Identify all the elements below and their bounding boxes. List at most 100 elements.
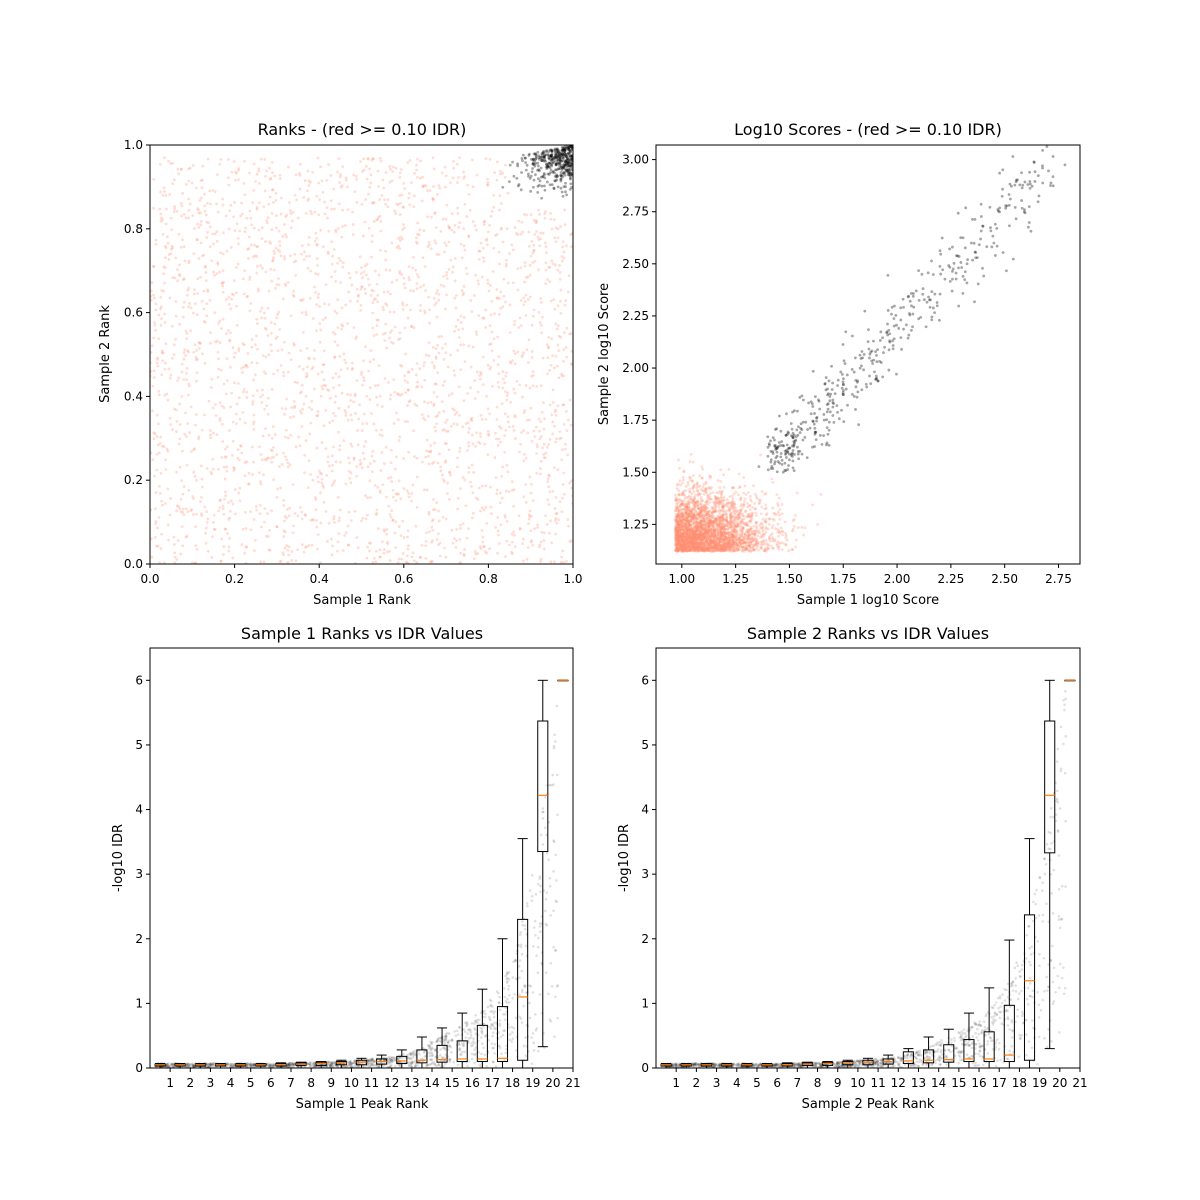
scatter-point <box>559 299 562 303</box>
scatter-point <box>508 303 512 307</box>
scatter-point <box>431 508 435 512</box>
scatter-point <box>188 202 192 206</box>
scatter-point <box>321 318 325 322</box>
scatter-point <box>166 449 170 453</box>
scatter-point <box>269 242 273 245</box>
scatter-point <box>697 534 701 538</box>
scatter-point <box>414 524 418 528</box>
scatter-point <box>337 430 340 434</box>
scatter-point <box>344 303 348 307</box>
scatter-point <box>223 455 227 459</box>
scatter-point <box>717 547 721 551</box>
scatter-point <box>506 191 510 195</box>
scatter-point <box>195 371 199 375</box>
scatter-point <box>280 407 284 410</box>
scatter-point <box>505 227 509 231</box>
scatter-point <box>476 279 480 283</box>
scatter-point <box>495 492 499 496</box>
scatter-point <box>778 517 782 521</box>
scatter-point <box>428 560 432 564</box>
scatter-point <box>544 451 548 455</box>
scatter-point <box>362 359 365 363</box>
scatter-point <box>556 343 560 347</box>
scatter-point <box>206 517 210 521</box>
scatter-point <box>436 532 440 536</box>
scatter-point <box>370 240 374 244</box>
scatter-point <box>567 168 571 172</box>
scatter-point <box>694 546 698 550</box>
scatter-point <box>536 177 540 181</box>
scatter-point <box>565 165 569 169</box>
scatter-point <box>728 495 732 499</box>
scatter-point <box>400 557 404 561</box>
scatter-point <box>158 561 162 564</box>
scatter-point <box>531 162 535 166</box>
scatter-point <box>314 231 318 235</box>
scatter-point <box>287 545 291 548</box>
scatter-point <box>346 367 349 370</box>
scatter-point <box>323 212 327 216</box>
scatter-point <box>179 245 183 249</box>
scatter-point <box>268 549 272 552</box>
scatter-point <box>569 157 573 161</box>
scatter-point <box>477 486 481 490</box>
scatter-point <box>508 252 511 256</box>
scatter-point <box>699 526 703 530</box>
scatter-point <box>185 463 189 467</box>
scatter-point <box>539 166 543 170</box>
scatter-point <box>512 488 516 491</box>
scatter-point <box>454 306 458 310</box>
scatter-point <box>226 158 230 161</box>
scatter-point <box>303 513 307 517</box>
scatter-point <box>547 345 550 349</box>
scatter-point <box>230 391 234 395</box>
scatter-point <box>380 450 384 454</box>
scatter-point <box>698 535 701 539</box>
scatter-point <box>415 362 419 365</box>
scatter-point <box>567 173 571 177</box>
scatter-point <box>546 165 550 169</box>
scatter-point <box>477 257 481 261</box>
scatter-point <box>542 547 546 551</box>
scatter-point <box>279 254 283 258</box>
scatter-point <box>552 560 556 564</box>
scatter-point <box>267 353 271 357</box>
scatter-point <box>349 393 353 397</box>
scatter-point <box>499 440 503 444</box>
scatter-point <box>270 449 274 453</box>
scatter-point <box>165 235 169 239</box>
scatter-point <box>560 152 564 156</box>
scatter-point <box>717 491 721 495</box>
scatter-point <box>559 158 562 162</box>
scatter-point <box>315 257 319 260</box>
scatter-point <box>406 370 410 374</box>
scatter-point <box>261 393 265 397</box>
scatter-point <box>375 333 379 336</box>
scatter-point <box>548 368 551 372</box>
scatter-point <box>415 475 419 479</box>
scatter-point <box>503 434 507 438</box>
scatter-point <box>359 303 363 307</box>
scatter-point <box>270 509 274 513</box>
scatter-point <box>560 149 564 153</box>
scatter-point <box>316 296 320 299</box>
scatter-point <box>358 463 362 467</box>
scatter-point <box>307 356 311 360</box>
scatter-point <box>344 411 348 415</box>
scatter-point <box>233 229 237 233</box>
scatter-point <box>163 156 166 160</box>
scatter-point <box>563 167 567 171</box>
scatter-point <box>164 458 167 462</box>
scatter-point <box>236 456 240 460</box>
scatter-point <box>536 235 540 239</box>
scatter-point <box>555 437 558 441</box>
scatter-point <box>260 388 264 392</box>
scatter-point <box>563 149 567 153</box>
scatter-point <box>169 216 173 220</box>
scatter-point <box>697 546 701 550</box>
scatter-point <box>482 259 486 263</box>
scatter-point <box>787 549 791 552</box>
scatter-point <box>221 203 225 207</box>
scatter-point <box>388 549 392 553</box>
scatter-point <box>449 353 453 357</box>
